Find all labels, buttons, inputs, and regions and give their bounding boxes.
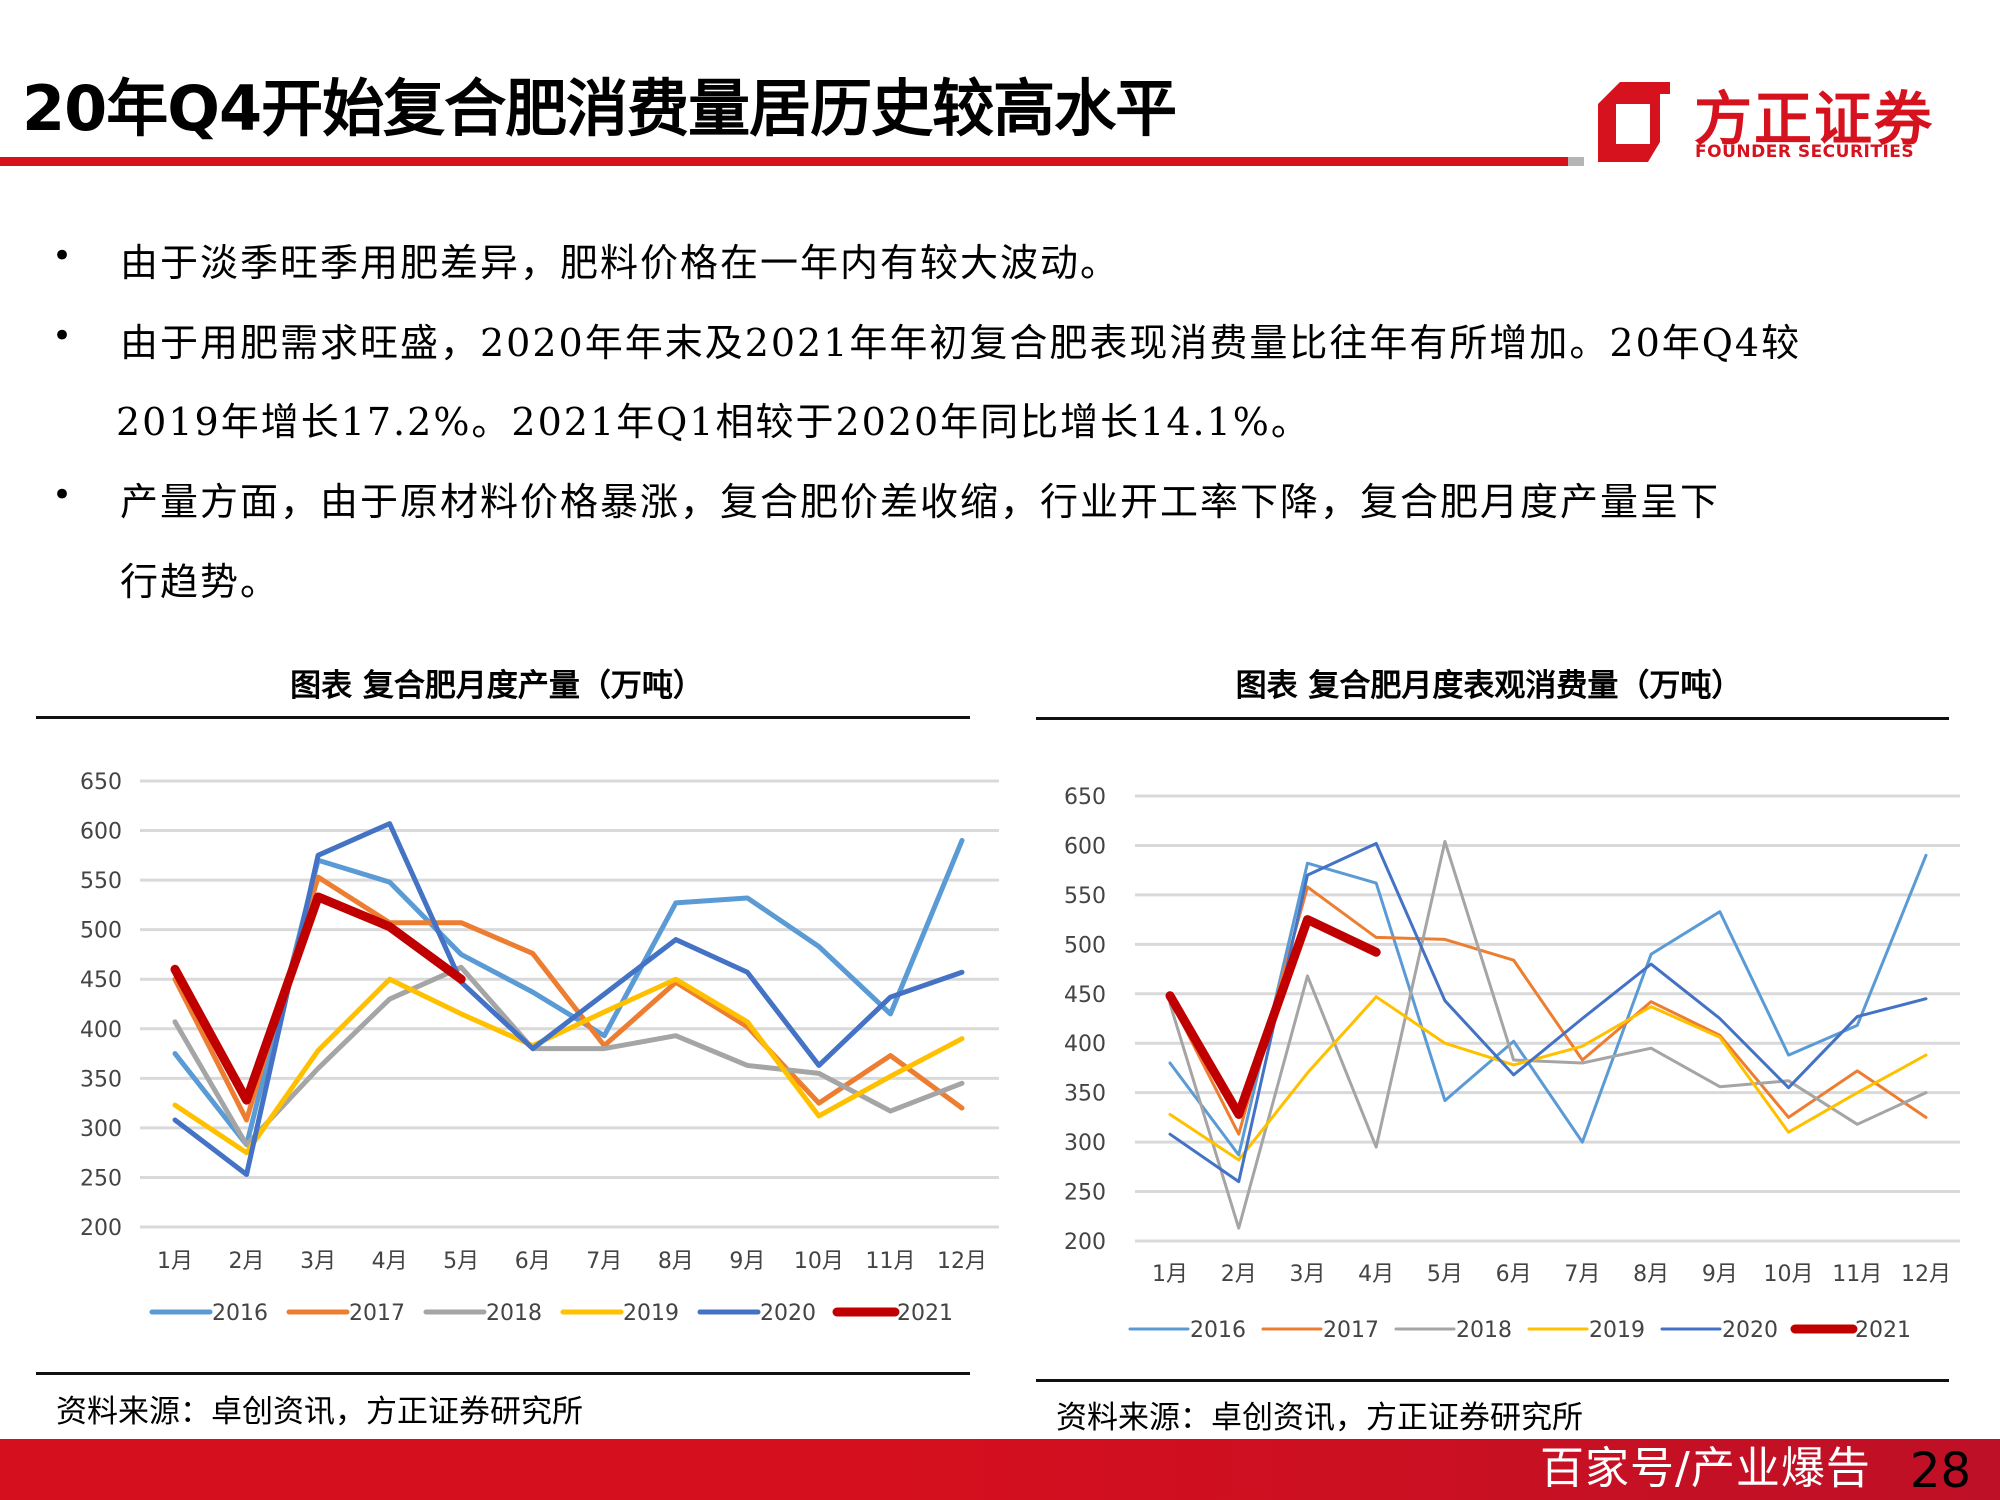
series-line-2018 bbox=[172, 964, 965, 1148]
legend-label-2021: 2021 bbox=[1855, 1318, 1911, 1343]
x-tick-label: 5月 bbox=[1427, 1262, 1463, 1287]
y-tick-label: 500 bbox=[80, 919, 122, 944]
series-line-2018 bbox=[1168, 839, 1928, 1230]
x-tick-label: 4月 bbox=[1358, 1262, 1394, 1287]
chart-bottom-rule bbox=[1036, 1379, 1949, 1382]
series-line-2020 bbox=[1168, 841, 1928, 1184]
series-line-2020 bbox=[172, 821, 965, 1177]
production-line-chart: 650 600 550 500 450 400 350 300 250 200 1月 2月 3月 4月 5月… bbox=[80, 770, 999, 1326]
series-line-2019 bbox=[172, 976, 965, 1156]
page-title: 20年Q4开始复合肥消费量居历史较高水平 bbox=[22, 72, 1177, 145]
y-tick-label: 350 bbox=[1064, 1082, 1106, 1107]
y-tick-label: 300 bbox=[80, 1117, 122, 1142]
y-tick-label: 200 bbox=[1064, 1230, 1106, 1255]
x-tick-label: 7月 bbox=[1564, 1262, 1600, 1287]
legend-label-2020: 2020 bbox=[760, 1301, 816, 1326]
x-tick-label: 10月 bbox=[794, 1249, 844, 1274]
legend-label-2016: 2016 bbox=[212, 1301, 268, 1326]
series-line-2019 bbox=[1168, 995, 1928, 1162]
legend-label-2016: 2016 bbox=[1190, 1318, 1246, 1343]
title-underline-end bbox=[1568, 157, 1584, 166]
x-tick-label: 12月 bbox=[937, 1249, 987, 1274]
x-tick-label: 1月 bbox=[1152, 1262, 1188, 1287]
x-tick-label: 9月 bbox=[729, 1249, 765, 1274]
series-line-2016 bbox=[1168, 853, 1928, 1157]
x-tick-label: 8月 bbox=[1633, 1262, 1669, 1287]
y-tick-label: 250 bbox=[1064, 1181, 1106, 1206]
legend-label-2018: 2018 bbox=[486, 1301, 542, 1326]
founder-securities-logo: 方正证券 FOUNDER SECURITIES bbox=[1598, 78, 1932, 170]
x-tick-label: 1月 bbox=[157, 1249, 193, 1274]
bullet-text-continued: 2019年增长17.2%。2021年Q1相较于2020年同比增长14.1%。 bbox=[116, 400, 1311, 444]
y-tick-label: 250 bbox=[80, 1166, 122, 1191]
logo-mark-icon bbox=[1598, 82, 1670, 162]
x-tick-label: 2月 bbox=[229, 1249, 265, 1274]
x-tick-label: 6月 bbox=[1496, 1262, 1532, 1287]
x-tick-label: 4月 bbox=[372, 1249, 408, 1274]
bullet-text: 由于用肥需求旺盛，2020年年末及2021年年初复合肥表现消费量比往年有所增加。… bbox=[120, 321, 1802, 365]
legend-label-2021: 2021 bbox=[897, 1301, 953, 1326]
x-tick-label: 6月 bbox=[515, 1249, 551, 1274]
chart-top-rule bbox=[36, 716, 970, 719]
chart-top-rule bbox=[1036, 717, 1949, 720]
series-line-2016 bbox=[172, 837, 965, 1148]
bullet-icon: • bbox=[52, 316, 73, 356]
bullet-icon: • bbox=[52, 236, 73, 276]
y-tick-label: 650 bbox=[1064, 785, 1106, 810]
x-tick-label: 9月 bbox=[1702, 1262, 1738, 1287]
page-number: 28 bbox=[1910, 1443, 1972, 1499]
y-tick-label: 400 bbox=[1064, 1032, 1106, 1057]
x-tick-label: 8月 bbox=[658, 1249, 694, 1274]
legend-label-2020: 2020 bbox=[1722, 1318, 1778, 1343]
y-tick-label: 550 bbox=[80, 869, 122, 894]
chart-source: 资料来源：卓创资讯，方正证券研究所 bbox=[1056, 1400, 1583, 1436]
y-tick-label: 350 bbox=[80, 1067, 122, 1092]
x-tick-label: 11月 bbox=[1832, 1262, 1882, 1287]
x-tick-label: 11月 bbox=[865, 1249, 915, 1274]
x-tick-label: 3月 bbox=[300, 1249, 336, 1274]
x-tick-label: 5月 bbox=[443, 1249, 479, 1274]
footer-band bbox=[0, 1439, 2000, 1500]
y-tick-label: 300 bbox=[1064, 1131, 1106, 1156]
logo-text-en: FOUNDER SECURITIES bbox=[1695, 142, 1915, 162]
logo-text-cn: 方正证券 bbox=[1694, 85, 1935, 153]
bullet-icon: • bbox=[52, 475, 73, 515]
x-tick-label: 7月 bbox=[586, 1249, 622, 1274]
legend-label-2019: 2019 bbox=[1589, 1318, 1645, 1343]
x-tick-label: 2月 bbox=[1221, 1262, 1257, 1287]
watermark: 百家号/产业爆告 bbox=[1540, 1443, 1871, 1494]
chart-title-consumption: 图表 复合肥月度表观消费量（万吨） bbox=[1235, 668, 1743, 704]
consumption-line-chart: 650 600 550 500 450 400 350 300 250 200 1月 2月 3月 4月 5月… bbox=[1064, 785, 1960, 1343]
x-tick-label: 10月 bbox=[1764, 1262, 1814, 1287]
x-tick-label: 3月 bbox=[1289, 1262, 1325, 1287]
legend-label-2019: 2019 bbox=[623, 1301, 679, 1326]
legend-label-2017: 2017 bbox=[1323, 1318, 1379, 1343]
y-tick-label: 450 bbox=[80, 968, 122, 993]
y-tick-label: 600 bbox=[1064, 834, 1106, 859]
y-tick-label: 600 bbox=[80, 820, 122, 845]
series-line-2021 bbox=[1165, 915, 1381, 1119]
y-tick-label: 200 bbox=[80, 1216, 122, 1241]
series-line-2021 bbox=[170, 892, 466, 1105]
y-tick-label: 500 bbox=[1064, 933, 1106, 958]
chart-title-production: 图表 复合肥月度产量（万吨） bbox=[290, 668, 704, 704]
chart-source: 资料来源：卓创资讯，方正证券研究所 bbox=[56, 1394, 583, 1430]
legend-label-2018: 2018 bbox=[1456, 1318, 1512, 1343]
legend-label-2017: 2017 bbox=[349, 1301, 405, 1326]
y-tick-label: 450 bbox=[1064, 983, 1106, 1008]
title-underline bbox=[0, 157, 1568, 166]
bullet-text: 由于淡季旺季用肥差异，肥料价格在一年内有较大波动。 bbox=[120, 241, 1121, 285]
y-tick-label: 550 bbox=[1064, 884, 1106, 909]
chart-bottom-rule bbox=[36, 1372, 970, 1375]
bullet-text-continued: 行趋势。 bbox=[120, 560, 281, 604]
y-tick-label: 650 bbox=[80, 770, 122, 795]
bullet-text: 产量方面，由于原材料价格暴涨，复合肥价差收缩，行业开工率下降，复合肥月度产量呈下 bbox=[120, 480, 1721, 524]
x-tick-label: 12月 bbox=[1901, 1262, 1951, 1287]
y-tick-label: 400 bbox=[80, 1018, 122, 1043]
